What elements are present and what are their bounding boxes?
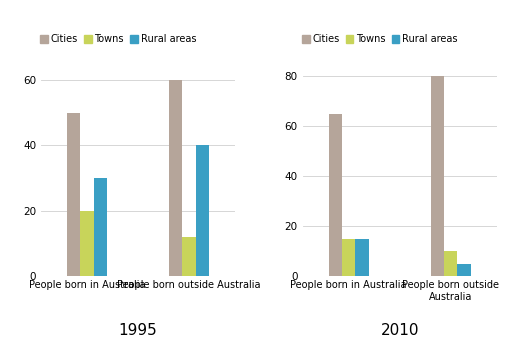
Bar [67, 113, 80, 276]
Bar [94, 178, 107, 276]
Bar [431, 76, 444, 276]
Bar [444, 251, 457, 276]
Bar [169, 80, 182, 276]
Text: 1995: 1995 [119, 323, 157, 338]
Bar [355, 239, 369, 276]
Bar [80, 211, 94, 276]
Bar [182, 237, 196, 276]
Text: 2010: 2010 [380, 323, 419, 338]
Bar [329, 114, 342, 276]
Bar [342, 239, 355, 276]
Legend: Cities, Towns, Rural areas: Cities, Towns, Rural areas [36, 30, 200, 48]
Legend: Cities, Towns, Rural areas: Cities, Towns, Rural areas [298, 30, 462, 48]
Bar [457, 264, 471, 276]
Bar [196, 145, 209, 276]
